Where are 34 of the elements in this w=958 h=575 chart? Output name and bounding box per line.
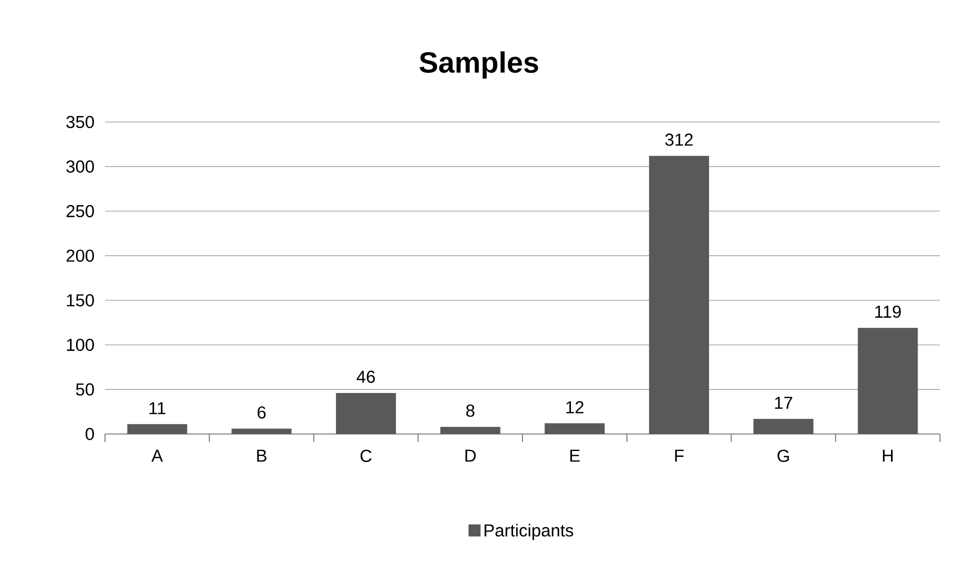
bar <box>336 392 396 434</box>
x-tick-label: G <box>778 450 789 462</box>
data-label: 17 <box>775 396 792 409</box>
bar <box>753 418 814 434</box>
chart-title: Samples <box>420 51 538 79</box>
x-tick-label: H <box>882 450 893 462</box>
y-tick-label: 150 <box>67 294 94 306</box>
bar <box>127 424 188 434</box>
x-tick-label: A <box>151 450 163 462</box>
y-tick-label: 200 <box>66 250 94 262</box>
x-tick-label: E <box>570 450 580 462</box>
data-label: 46 <box>356 370 375 383</box>
y-tick-label: 50 <box>76 383 94 396</box>
bar <box>440 426 500 434</box>
data-label: 312 <box>665 134 693 146</box>
y-tick-label: 100 <box>67 338 94 351</box>
data-label: 8 <box>466 404 474 417</box>
x-tick-label: D <box>465 450 476 462</box>
y-tick-label: 300 <box>66 160 94 173</box>
x-tick-label: F <box>675 450 684 462</box>
bar <box>544 423 605 434</box>
bar <box>232 428 292 434</box>
data-label: 12 <box>566 401 584 414</box>
bar <box>858 328 918 434</box>
x-tick-label: B <box>257 450 266 462</box>
data-label: 119 <box>875 306 901 318</box>
y-tick-label: 350 <box>66 116 94 128</box>
y-tick-label: 250 <box>66 204 94 218</box>
x-tick-label: C <box>360 450 372 462</box>
data-label: 11 <box>150 402 166 414</box>
bar <box>649 156 710 434</box>
data-label: 6 <box>258 406 266 419</box>
y-tick-label: 0 <box>86 428 94 440</box>
legend-label: Participants <box>484 524 574 540</box>
